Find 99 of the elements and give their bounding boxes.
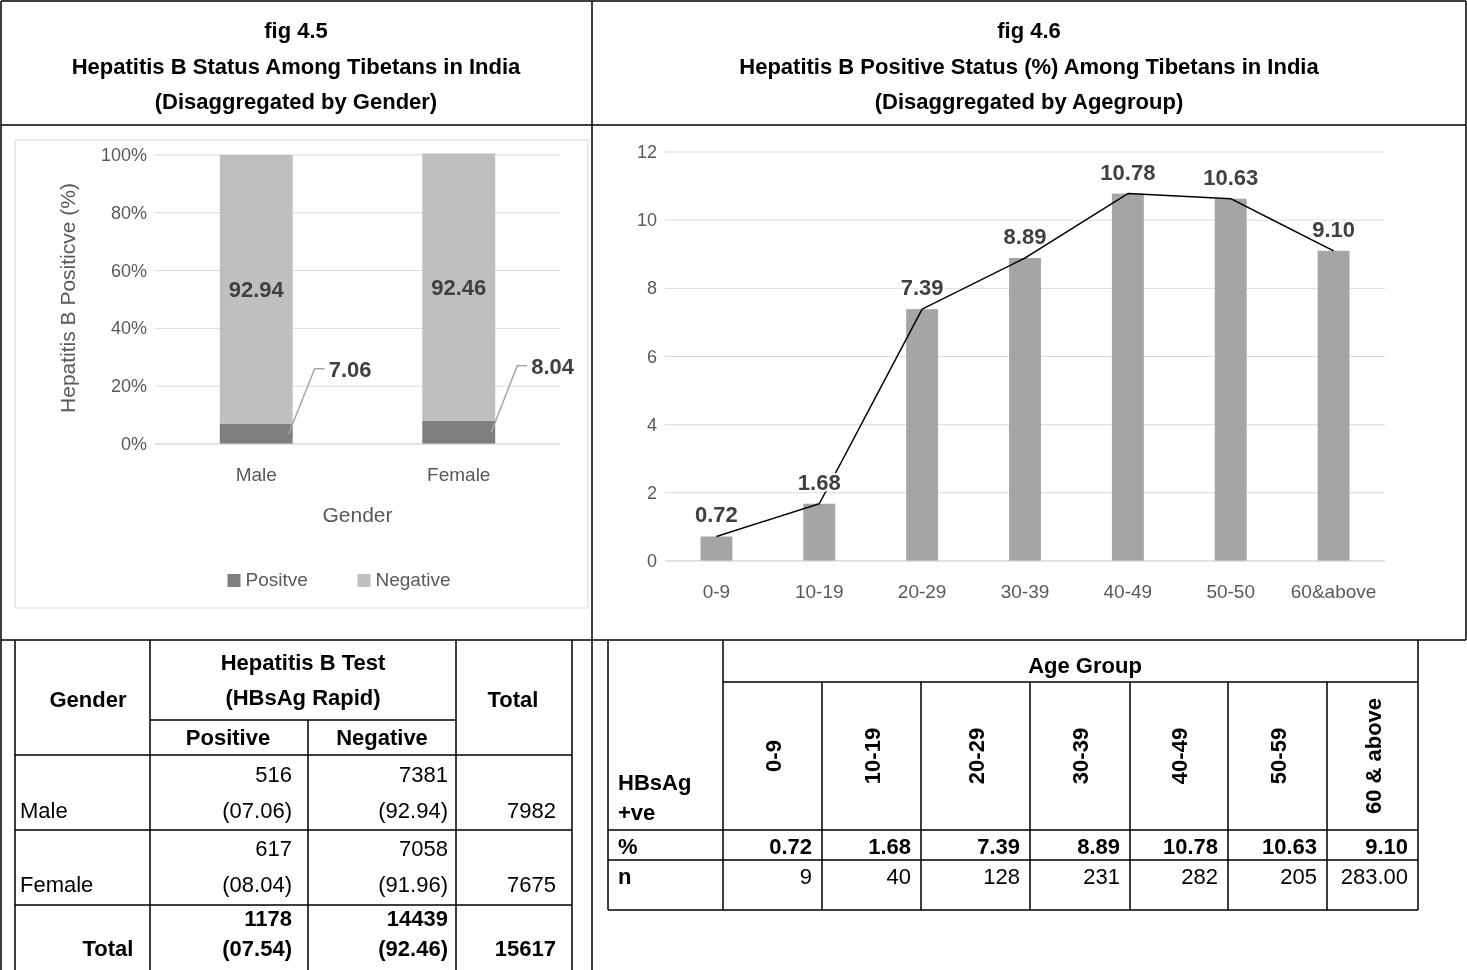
x-tick-label: 20-29 (897, 581, 947, 602)
text: (07.06) (222, 798, 292, 823)
bar (422, 153, 496, 421)
text: Negative (336, 725, 428, 750)
data-label: 7.39 (900, 275, 944, 301)
text: Male (20, 798, 68, 823)
x-tick-label: 10-19 (794, 581, 844, 602)
y-tick-label: 20% (110, 376, 147, 397)
text: 0.72 (769, 834, 812, 859)
data-label: 92.94 (228, 277, 285, 303)
text: (91.96) (378, 872, 448, 897)
text: (92.94) (378, 798, 448, 823)
x-tick-label: 30-39 (1000, 581, 1050, 602)
text: 7058 (399, 836, 448, 861)
text: 10-19 (859, 727, 885, 785)
text: Age Group (1028, 653, 1142, 678)
text: n (618, 864, 632, 889)
text: 205 (1280, 864, 1317, 889)
text: 7982 (507, 798, 556, 823)
text: Gender (49, 687, 127, 712)
text: 1178 (244, 906, 292, 931)
text: 40-49 (1167, 727, 1192, 785)
y-tick-label: 8 (646, 278, 657, 299)
text: 15617 (494, 936, 556, 961)
y-tick-label: 0% (120, 434, 147, 454)
text: 30-39 (1068, 727, 1093, 785)
y-tick-label: 60% (110, 260, 147, 281)
y-tick-label: 2 (646, 482, 657, 503)
data-label: 8.89 (1003, 224, 1047, 249)
data-label: 10.78 (1100, 159, 1156, 185)
text: 231 (1083, 864, 1120, 889)
text: 20-29 (963, 727, 989, 785)
data-label: 10.63 (1203, 164, 1259, 190)
text: (07.54) (222, 936, 292, 961)
text: 7.39 (977, 834, 1020, 859)
data-label: 7.06 (328, 356, 372, 382)
text: 617 (255, 836, 292, 861)
text: 283.00 (1340, 864, 1408, 889)
y-tick-label: 100% (100, 144, 147, 165)
text: 40 (886, 864, 911, 889)
data-label: 0.72 (695, 502, 738, 528)
text: 0-9 (760, 740, 786, 772)
text: 516 (255, 762, 292, 787)
bar (1009, 258, 1041, 561)
x-tick-label: 50-50 (1206, 581, 1256, 602)
bar (1214, 198, 1247, 561)
x-tick-label: 0-9 (702, 581, 731, 602)
data-label: 8.04 (531, 353, 575, 379)
x-tick-label: 40-49 (1103, 581, 1153, 602)
text: Positive (185, 725, 271, 750)
y-axis-title: Hepatitis B Positicve (%) (56, 183, 79, 413)
y-tick-label: 12 (636, 142, 657, 162)
y-tick-label: 80% (110, 202, 147, 223)
bar (803, 503, 836, 561)
y-tick-label: 10 (636, 210, 657, 231)
text: 1.68 (868, 834, 911, 859)
x-tick-label: 60&above (1290, 581, 1377, 602)
text: HBsAg (618, 770, 692, 795)
text: % (618, 834, 638, 859)
bar (422, 420, 496, 444)
text: 60 & above (1360, 697, 1386, 815)
text: 9 (799, 864, 812, 889)
x-axis-title: Gender (322, 503, 393, 526)
text: Hepatitis B Test (220, 650, 386, 675)
text: 7675 (507, 872, 556, 897)
text: (HBsAg Rapid) (225, 685, 381, 710)
y-tick-label: 6 (646, 346, 657, 367)
bar (1111, 193, 1144, 561)
data-label: 92.46 (431, 275, 487, 301)
text: 7381 (399, 762, 448, 787)
bar (219, 423, 293, 444)
text: 128 (983, 864, 1020, 889)
text: 50-59 (1265, 727, 1291, 785)
text: Total (82, 936, 134, 961)
legend-label: Negative (375, 569, 451, 590)
text: (08.04) (222, 872, 292, 897)
chart-subtitle: Hepatitis B Positive Status (%) Among Tibetans in India (Disaggregated by Agegroup) (739, 54, 1320, 114)
bar (700, 536, 733, 561)
bar (906, 309, 939, 561)
text: 8.89 (1077, 834, 1120, 859)
text: 9.10 (1365, 834, 1408, 859)
text: 10.63 (1261, 834, 1317, 859)
text: Total (487, 687, 539, 712)
text: 10.78 (1162, 834, 1218, 859)
data-label: 9.10 (1312, 216, 1355, 242)
y-tick-label: 4 (646, 414, 657, 435)
chart-subtitle: Hepatitis B Status Among Tibetans in India (Disaggregated by Gender) (71, 54, 522, 114)
bar (219, 154, 293, 424)
text: +ve (618, 800, 656, 825)
chart-title: fig 4.6 (997, 18, 1061, 43)
y-tick-label: 40% (110, 318, 147, 339)
text: Female (20, 872, 94, 897)
bar (1317, 250, 1350, 561)
legend-label: Positve (245, 569, 308, 590)
text: (92.46) (378, 936, 448, 961)
y-tick-label: 0 (646, 551, 657, 571)
text: 14439 (386, 906, 448, 931)
chart-title: fig 4.5 (264, 18, 328, 43)
text: 282 (1181, 864, 1218, 889)
